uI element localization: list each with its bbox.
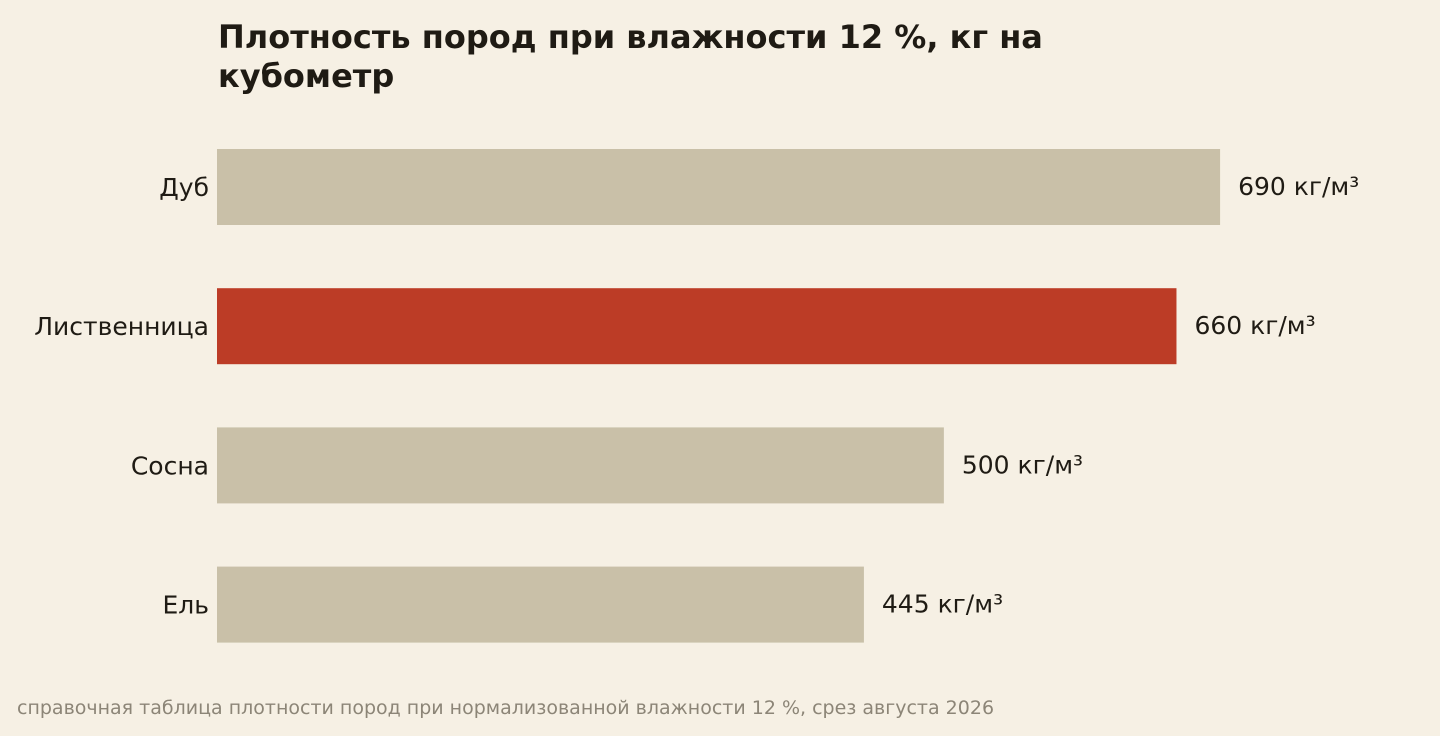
value-label: 500 кг/м³ [962,450,1083,479]
bar-2 [217,288,1177,365]
value-label: 690 кг/м³ [1238,172,1359,201]
bar-4 [217,566,864,643]
source-note: справочная таблица плотности пород при н… [17,697,995,719]
category-label: Лиственница [34,312,209,341]
bar-3 [217,427,944,504]
bar-1 [217,149,1221,225]
chart-title: Плотность пород при влажности 12 %, кг н… [218,18,1043,95]
category-label: Дуб [159,173,209,202]
category-label: Ель [162,591,209,620]
category-label: Сосна [131,451,209,480]
value-label: 660 кг/м³ [1194,311,1315,340]
value-label: 445 кг/м³ [882,590,1003,619]
